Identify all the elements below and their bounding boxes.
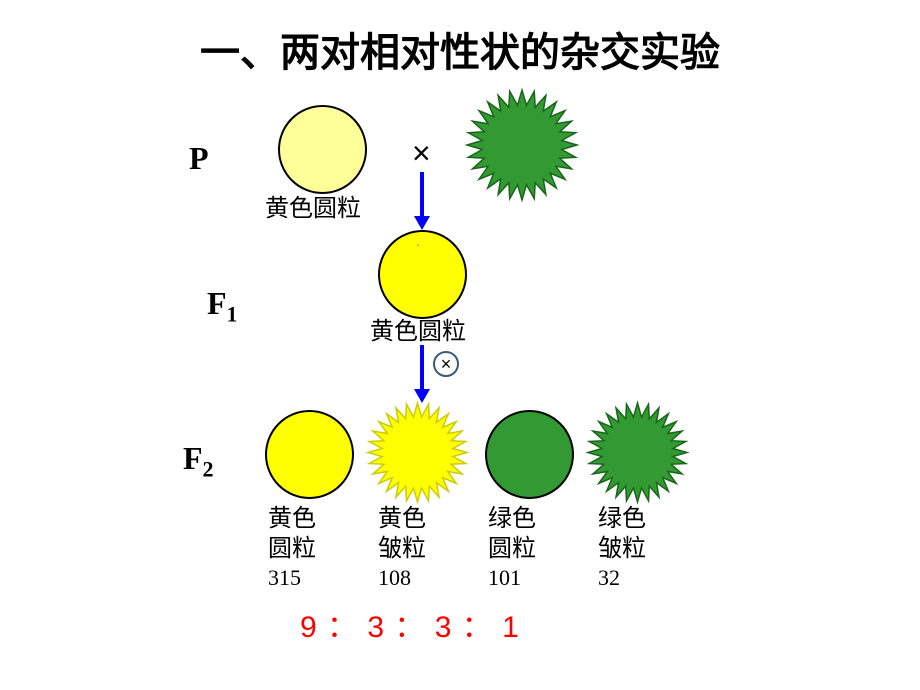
gen-f2-letter: F	[183, 440, 203, 476]
gen-label-p: P	[189, 140, 209, 177]
f2-label2-2: 圆粒	[488, 535, 536, 564]
p-parent1-circle	[278, 105, 367, 194]
f2-count-2: 101	[488, 565, 521, 591]
f2-label1-3: 绿色	[598, 505, 646, 534]
p-parent2-starburst	[462, 85, 582, 205]
page-indicator: .	[388, 235, 448, 251]
f2-label1-1: 黄色	[378, 505, 426, 534]
self-cross-icon	[433, 351, 459, 377]
arrow-f1-to-f2	[410, 345, 434, 405]
f2-circle-0	[265, 410, 354, 499]
f2-label2-3: 皱粒	[598, 535, 646, 564]
f2-count-3: 32	[598, 565, 620, 591]
f1-label: 黄色圆粒	[370, 318, 466, 347]
gen-f1-letter: F	[207, 285, 227, 321]
gen-label-f2: F2	[183, 440, 214, 482]
f2-circle-2	[485, 410, 574, 499]
f2-label1-2: 绿色	[488, 505, 536, 534]
f2-starburst-3	[585, 400, 690, 505]
f2-count-0: 315	[268, 565, 301, 591]
gen-f1-sub: 1	[227, 301, 238, 326]
page-title: 一、两对相对性状的杂交实验	[0, 20, 920, 78]
p-parent1-label: 黄色圆粒	[265, 195, 361, 224]
f2-count-1: 108	[378, 565, 411, 591]
cross-symbol: ×	[412, 135, 431, 172]
f2-starburst-1	[365, 400, 470, 505]
gen-f2-sub: 2	[203, 456, 214, 481]
gen-label-f1: F1	[207, 285, 238, 327]
ratio-text: 9 ： 3 ： 3 ： 1	[300, 602, 520, 646]
f2-label2-1: 皱粒	[378, 535, 426, 564]
f2-label2-0: 圆粒	[268, 535, 316, 564]
f2-label1-0: 黄色	[268, 505, 316, 534]
arrow-p-to-f1	[410, 172, 434, 232]
